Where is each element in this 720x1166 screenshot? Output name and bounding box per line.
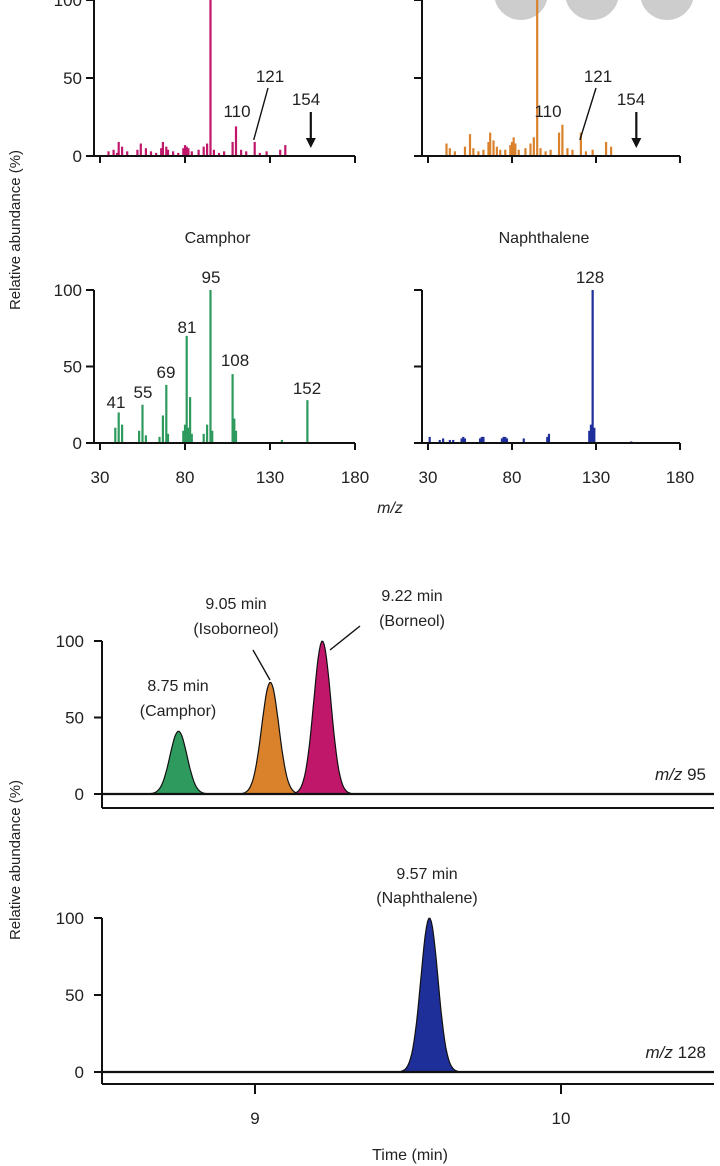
- y-tick-label: 100: [54, 0, 82, 10]
- peak-name-label: (Isoborneol): [193, 621, 278, 638]
- trace-label-mz: m/z: [646, 1043, 678, 1062]
- trace-label: m/z 128: [646, 1043, 706, 1062]
- spectrum-panel-borneol: 0 50 100 110 121 154: [54, 0, 356, 166]
- x-tick-label: 30: [91, 468, 110, 487]
- y-tick-label: 100: [56, 632, 84, 651]
- peak-label: 128: [576, 268, 604, 287]
- y-tick-label: 0: [75, 1063, 84, 1082]
- peak-time-label: 9.57 min: [396, 866, 457, 883]
- arrow-head: [305, 138, 316, 148]
- x-tick-label: 80: [176, 468, 195, 487]
- arrow-head: [631, 138, 642, 148]
- spectrum-panel-isoborneol: 110 121 154: [414, 0, 681, 163]
- peak-time-label: 9.22 min: [381, 588, 442, 605]
- x-axis-label-mz: m/z: [377, 500, 403, 517]
- peak-label: 81: [178, 318, 197, 337]
- x-axis-label-time: Time (min): [372, 1147, 448, 1164]
- peak-label: 121: [256, 67, 284, 86]
- leader-line: [579, 87, 597, 141]
- y-tick-label: 50: [63, 69, 82, 88]
- spectrum-title: Naphthalene: [499, 230, 590, 247]
- peak-label: 110: [223, 102, 250, 121]
- trace-label-mz: m/z: [655, 765, 687, 784]
- y-tick-label: 100: [56, 909, 84, 928]
- overlay-circle-button-3[interactable]: [640, 0, 694, 20]
- peak-label: 108: [221, 351, 249, 370]
- trace-label: m/z 95: [655, 765, 706, 784]
- peak-label: 152: [293, 379, 321, 398]
- chromatogram-panel-mz128: 0 50 100 9 10 m/z 128 9.57 min (Naphthalene): [56, 866, 714, 1128]
- chromatogram-panel-mz95: 0 50 100 m/z 95 8.75 min (Camphor) 9.05 min (Is…: [56, 588, 714, 809]
- y-tick-label: 0: [75, 785, 84, 804]
- peak-label: 55: [134, 383, 153, 402]
- peak-time-label: 8.75 min: [147, 678, 208, 695]
- peak-label: 154: [617, 90, 645, 109]
- x-tick-label: 9: [250, 1109, 259, 1128]
- y-tick-label: 50: [65, 709, 84, 728]
- peak-label: 154: [292, 90, 320, 109]
- spectrum-title: Camphor: [185, 230, 251, 247]
- x-tick-label: 30: [419, 468, 438, 487]
- y-axis-label-spectra: Relative abundance (%): [7, 150, 24, 310]
- chromatogram-peak: [230, 682, 311, 795]
- peak-label: 95: [202, 268, 221, 287]
- overlay-circle-button-2[interactable]: [565, 0, 619, 20]
- x-tick-label: 10: [552, 1109, 571, 1128]
- trace-label-value: 128: [678, 1043, 706, 1062]
- x-tick-label: 180: [666, 468, 694, 487]
- chromatogram-peak: [389, 917, 470, 1073]
- y-axis-label-chromatograms: Relative abundance (%): [7, 780, 24, 940]
- x-tick-label: 130: [582, 468, 610, 487]
- chromatogram-peak: [138, 730, 219, 795]
- peak-label: 41: [107, 393, 126, 412]
- x-tick-label: 180: [341, 468, 369, 487]
- chromatogram-peak: [282, 640, 363, 795]
- x-tick-label: 130: [256, 468, 284, 487]
- peak-name-label: (Borneol): [379, 613, 445, 630]
- trace-label-value: 95: [687, 765, 706, 784]
- peak-name-label: (Naphthalene): [376, 890, 477, 907]
- annotation-leader-line: [252, 649, 271, 681]
- peak-time-label: 9.05 min: [205, 596, 266, 613]
- overlay-circle-button-1[interactable]: [494, 0, 548, 20]
- y-tick-label: 0: [73, 147, 82, 166]
- peak-label: 69: [157, 363, 176, 382]
- y-tick-label: 50: [63, 358, 82, 377]
- annotation-leader-line: [329, 625, 361, 651]
- y-tick-label: 0: [73, 434, 82, 453]
- y-tick-label: 50: [65, 986, 84, 1005]
- peak-label: 110: [534, 102, 561, 121]
- spectrum-panel-naphthalene: 30 80 130 180 Naphthalene 128: [414, 230, 694, 487]
- leader-line: [253, 87, 269, 141]
- y-tick-label: 100: [54, 281, 82, 300]
- x-tick-label: 80: [503, 468, 522, 487]
- peak-label: 121: [584, 67, 612, 86]
- peak-name-label: (Camphor): [140, 703, 216, 720]
